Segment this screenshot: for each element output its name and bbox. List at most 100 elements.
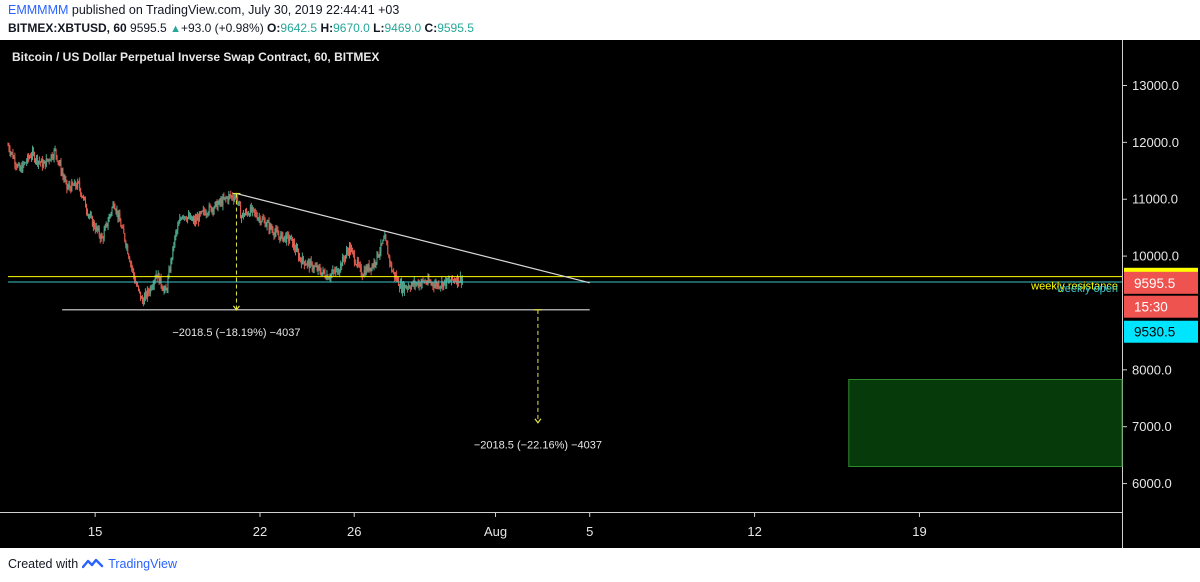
candle-body: [76, 186, 78, 188]
candle-body: [269, 224, 271, 230]
candle-body: [195, 218, 197, 221]
candle-body: [449, 279, 451, 282]
candle-body: [337, 268, 339, 275]
candle-body: [252, 207, 254, 210]
candle-body: [376, 251, 378, 263]
candle-body: [396, 275, 398, 281]
tradingview-link[interactable]: TradingView: [108, 557, 177, 571]
candle-body: [225, 197, 227, 199]
candle-body: [316, 266, 318, 271]
candle-body: [339, 270, 341, 273]
candle-body: [63, 175, 65, 180]
candle-body: [142, 301, 144, 305]
candle-body: [393, 271, 395, 273]
candle-body: [355, 264, 357, 266]
candle-body: [365, 267, 367, 275]
candle-body: [145, 292, 147, 298]
candle-body: [162, 288, 164, 291]
candle-body: [41, 159, 43, 168]
candle-body: [32, 150, 34, 156]
x-tick-label: 26: [347, 524, 361, 539]
open-value: 9642.5: [280, 21, 318, 35]
candle-body: [166, 289, 168, 291]
candle-body: [348, 251, 350, 254]
candle-body: [372, 265, 374, 267]
candle-body: [373, 261, 375, 267]
candle-body: [74, 181, 76, 186]
candle-body: [123, 227, 125, 234]
candle-body: [65, 179, 67, 181]
candle-body: [432, 283, 434, 286]
candle-body: [302, 256, 304, 262]
close-value: 9595.5: [437, 21, 474, 35]
candle-body: [259, 217, 261, 223]
candle-body: [146, 289, 148, 298]
candle-body: [386, 240, 388, 246]
candle-body: [197, 216, 199, 222]
candle-body: [435, 282, 437, 285]
candle-body: [73, 184, 75, 186]
candle-body: [378, 255, 380, 257]
chart-background: [0, 40, 1200, 548]
x-tick-label: 12: [747, 524, 761, 539]
candle-body: [320, 272, 322, 275]
candle-body: [238, 201, 240, 203]
candle-body: [388, 254, 390, 256]
candle-body: [290, 235, 292, 240]
candle-body: [124, 233, 126, 241]
candle-body: [254, 212, 256, 214]
candle-body: [86, 207, 88, 212]
candle-body: [153, 280, 155, 286]
candle-body: [116, 210, 118, 213]
candle-body: [241, 216, 243, 219]
candle-body: [125, 240, 127, 246]
candle-body: [375, 262, 377, 264]
candle-body: [297, 251, 299, 259]
candle-body: [460, 276, 462, 284]
y-tick-label: 7000.0: [1132, 419, 1172, 434]
candle-body: [214, 202, 216, 208]
x-tick-label: Aug: [484, 524, 507, 539]
candle-body: [351, 249, 353, 252]
candle-body: [110, 213, 112, 215]
candle-body: [94, 227, 96, 231]
candle-body: [281, 232, 283, 235]
candle-body: [138, 285, 140, 290]
candle-body: [170, 259, 172, 272]
candle-body: [256, 216, 258, 220]
candle-body: [392, 271, 394, 273]
candle-body: [207, 212, 209, 215]
candle-body: [427, 277, 429, 284]
price-chart[interactable]: Bitcoin / US Dollar Perpetual Inverse Sw…: [0, 40, 1200, 548]
candle-body: [64, 179, 66, 181]
candle-body: [237, 200, 239, 202]
high-label: H:: [320, 21, 334, 35]
chart-title: Bitcoin / US Dollar Perpetual Inverse Sw…: [12, 50, 379, 64]
candle-body: [454, 280, 456, 282]
candle-body: [235, 195, 237, 198]
candle-body: [147, 289, 149, 293]
candle-body: [69, 185, 71, 188]
candle-body: [45, 158, 47, 167]
candle-body: [50, 154, 52, 161]
candle-body: [223, 197, 225, 199]
candle-body: [441, 281, 443, 287]
candle-body: [408, 286, 410, 288]
candle-body: [18, 164, 20, 166]
candle-body: [335, 269, 337, 273]
weekly-resistance-label: weekly resistance: [1030, 281, 1118, 293]
candle-body: [23, 163, 25, 165]
candle-body: [409, 287, 411, 289]
candle-body: [270, 224, 272, 229]
candle-body: [209, 205, 211, 207]
candle-body: [30, 157, 32, 159]
candle-body: [444, 279, 446, 283]
candle-body: [296, 247, 298, 252]
candle-body: [62, 172, 64, 176]
candle-body: [178, 223, 180, 226]
candle-body: [29, 157, 31, 159]
author-link[interactable]: EMMMMM: [8, 3, 69, 17]
candle-body: [267, 221, 269, 223]
candle-body: [260, 221, 262, 223]
price-tag-bg: [1124, 295, 1198, 318]
